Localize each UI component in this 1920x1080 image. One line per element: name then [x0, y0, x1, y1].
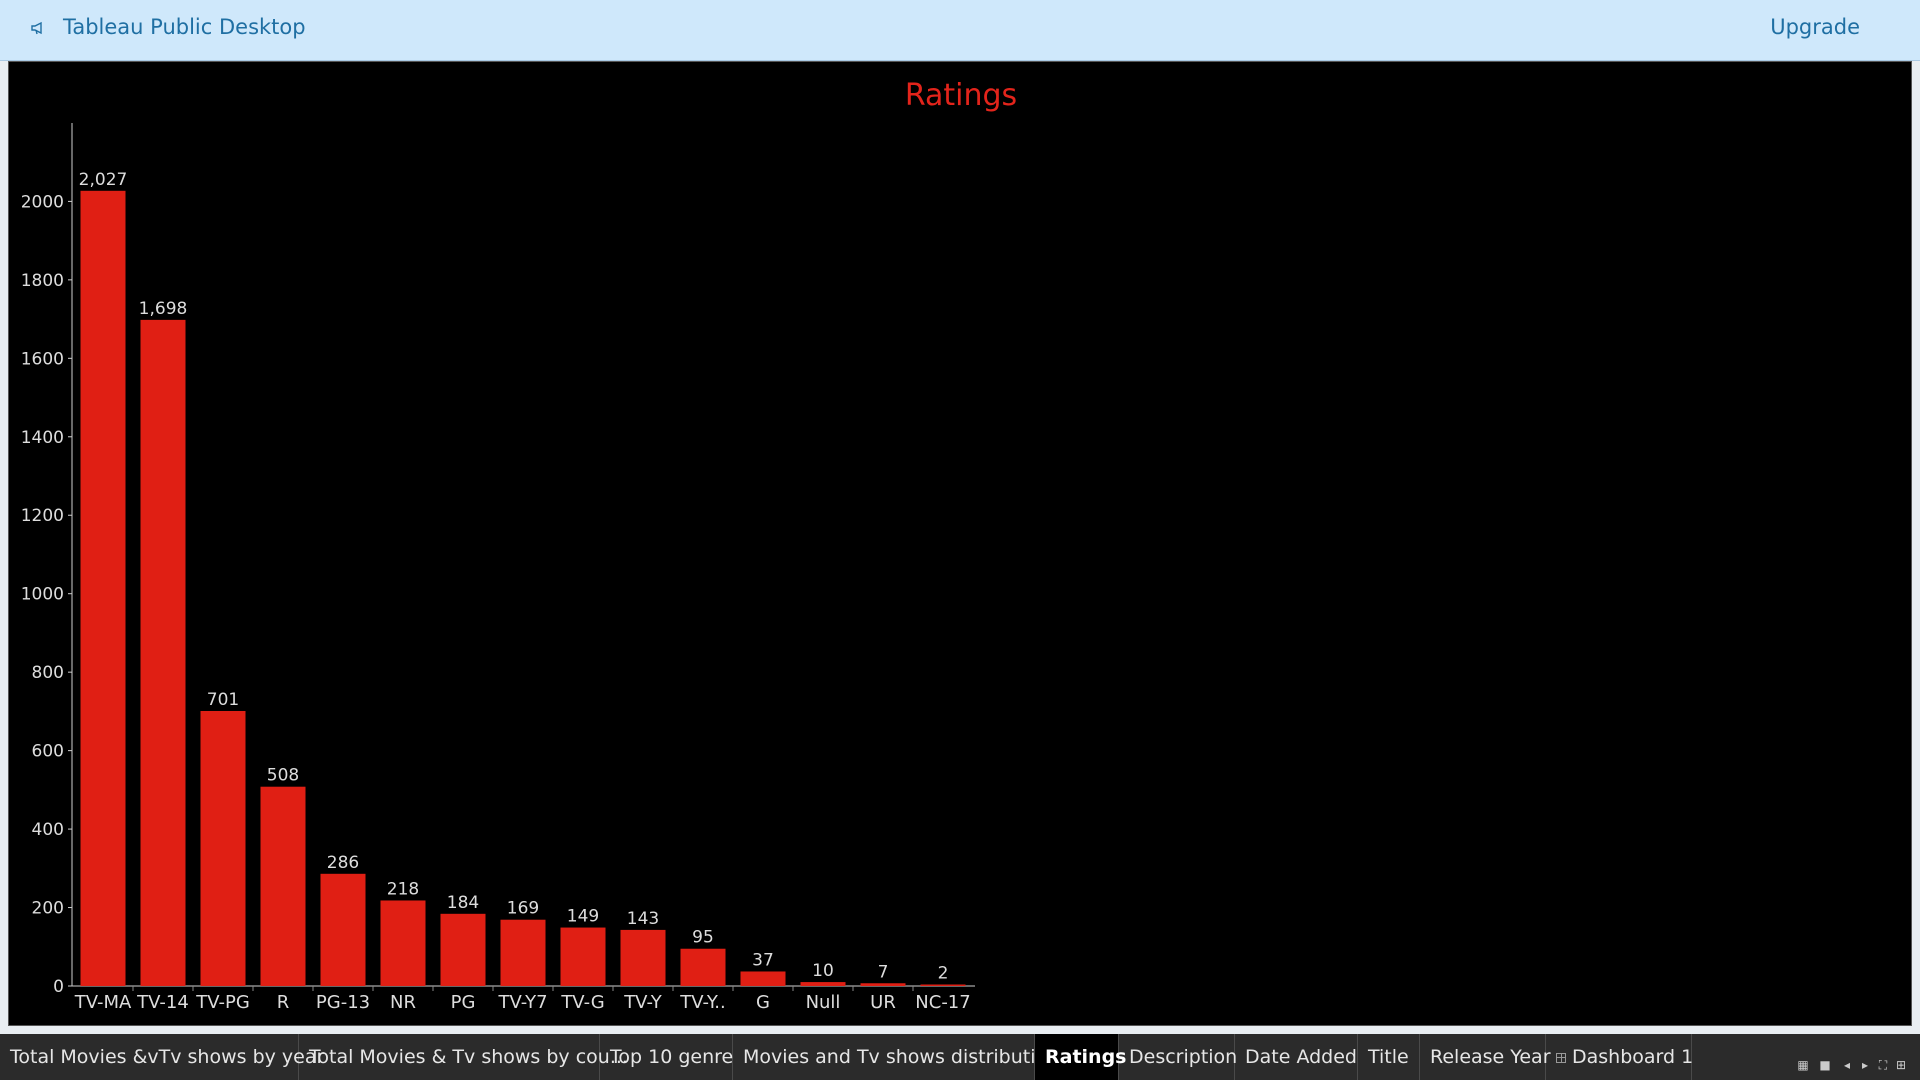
bar-value-label: 10 [812, 961, 834, 981]
show-tabs-icon[interactable]: ■ [1819, 1058, 1831, 1072]
bar[interactable] [560, 927, 606, 986]
bar-value-label: 1,698 [139, 299, 188, 319]
bar-value-label: 7 [878, 962, 889, 982]
tab-label: Top 10 genre [610, 1046, 734, 1068]
x-category-label: PG-13 [316, 992, 370, 1013]
upgrade-link[interactable]: Upgrade [1770, 15, 1860, 39]
y-tick-label: 200 [32, 899, 64, 919]
bar[interactable] [140, 319, 186, 986]
y-tick-label: 1000 [21, 585, 64, 605]
bar-value-label: 218 [387, 879, 419, 899]
bar-value-label: 95 [692, 928, 714, 948]
tab-label: Title [1368, 1046, 1409, 1068]
y-tick-label: 400 [32, 820, 64, 840]
tab-label: Release Year [1430, 1046, 1551, 1068]
tab-description[interactable]: Description [1119, 1034, 1238, 1080]
bar[interactable] [620, 929, 666, 986]
bar-value-label: 2 [938, 964, 949, 984]
bar-value-label: 508 [267, 766, 299, 786]
y-tick-label: 0 [53, 977, 64, 997]
x-category-label: NC-17 [915, 992, 970, 1013]
x-category-label: TV-Y7 [497, 992, 547, 1013]
app-title: Tableau Public Desktop [63, 15, 306, 39]
tab-total-movies-vtv-shows-by-year[interactable]: Total Movies &vTv shows by year [0, 1034, 324, 1080]
tab-movies-and-tv-shows-distribution[interactable]: Movies and Tv shows distribution [733, 1034, 1059, 1080]
bar[interactable] [680, 948, 726, 986]
tab-release-year[interactable]: Release Year [1420, 1034, 1551, 1080]
x-category-label: UR [870, 992, 896, 1013]
tab-label: Ratings [1045, 1046, 1127, 1068]
dashboard-icon [1556, 1052, 1566, 1063]
bar[interactable] [80, 190, 126, 986]
new-sheet-icon[interactable]: ⊞ [1895, 1058, 1907, 1072]
x-category-label: TV-Y [623, 992, 663, 1013]
x-category-label: Null [806, 992, 841, 1013]
x-category-label: TV-Y.. [679, 992, 725, 1013]
x-category-label: TV-PG [195, 992, 250, 1013]
y-tick-label: 800 [32, 663, 64, 683]
x-category-label: R [277, 992, 290, 1013]
tab-label: Dashboard 1 [1572, 1046, 1694, 1068]
x-category-label: G [756, 992, 770, 1013]
x-category-label: PG [451, 992, 476, 1013]
tab-label: Movies and Tv shows distribution [743, 1046, 1060, 1068]
bar[interactable] [740, 971, 786, 986]
bar[interactable] [380, 900, 426, 986]
bar[interactable] [260, 786, 306, 986]
tab-ratings[interactable]: Ratings [1035, 1034, 1126, 1080]
scroll-left-icon[interactable]: ◂ [1843, 1058, 1851, 1072]
y-tick-label: 1800 [21, 271, 64, 291]
chart-title: Ratings [904, 78, 1018, 113]
y-tick-label: 1400 [21, 428, 64, 448]
bar-value-label: 701 [207, 690, 239, 710]
x-category-label: TV-MA [74, 992, 132, 1013]
bar-value-label: 37 [752, 950, 774, 970]
tab-title[interactable]: Title [1358, 1034, 1420, 1080]
bar-value-label: 143 [627, 909, 659, 929]
bar[interactable] [500, 919, 546, 986]
tab-dashboard-1[interactable]: Dashboard 1 [1546, 1034, 1694, 1080]
sheet-tab-bar: Total Movies &vTv shows by year Total Mov… [0, 1034, 1920, 1080]
tab-top-10-genre[interactable]: Top 10 genre [600, 1034, 733, 1080]
y-tick-label: 1600 [21, 349, 64, 369]
tab-date-added[interactable]: Date Added [1235, 1034, 1358, 1080]
bar[interactable] [200, 710, 246, 986]
megaphone-icon [31, 21, 42, 35]
tab-label: Total Movies & Tv shows by cou... [309, 1046, 628, 1068]
bar[interactable] [800, 982, 846, 986]
ratings-bar-chart: 0 200 400 600 800 1000 1200 1400 1600 1800 2000 2,0… [21, 122, 975, 1013]
bar[interactable] [920, 984, 966, 987]
bar-value-label: 184 [447, 893, 479, 913]
bar-value-label: 169 [507, 899, 539, 919]
show-filmstrip-icon[interactable]: ▦ [1797, 1058, 1809, 1072]
top-bar: Tableau Public Desktop Upgrade [0, 0, 1920, 61]
presentation-mode-icon[interactable]: ⛶ [1878, 1058, 1888, 1072]
tab-label: Description [1129, 1046, 1238, 1068]
tab-label: Date Added [1245, 1046, 1357, 1068]
tab-total-movies-tv-shows-by-cou[interactable]: Total Movies & Tv shows by cou... [299, 1034, 628, 1080]
bar-value-label: 2,027 [79, 170, 128, 190]
tab-label: Total Movies &vTv shows by year [10, 1046, 325, 1068]
worksheet-canvas: Ratings 0 200 400 600 800 1000 1200 1400 1600 180… [8, 61, 1912, 1026]
x-category-label: NR [390, 992, 416, 1013]
bar-value-label: 286 [327, 853, 359, 873]
y-tick-label: 600 [32, 742, 64, 762]
bar[interactable] [320, 873, 366, 986]
x-category-label: TV-G [560, 992, 604, 1013]
bar-value-label: 149 [567, 907, 599, 927]
y-tick-label: 2000 [21, 192, 64, 212]
bar[interactable] [860, 983, 906, 986]
y-tick-label: 1200 [21, 506, 64, 526]
x-category-label: TV-14 [136, 992, 189, 1013]
bar[interactable] [440, 913, 486, 986]
scroll-right-icon[interactable]: ▸ [1861, 1058, 1869, 1072]
